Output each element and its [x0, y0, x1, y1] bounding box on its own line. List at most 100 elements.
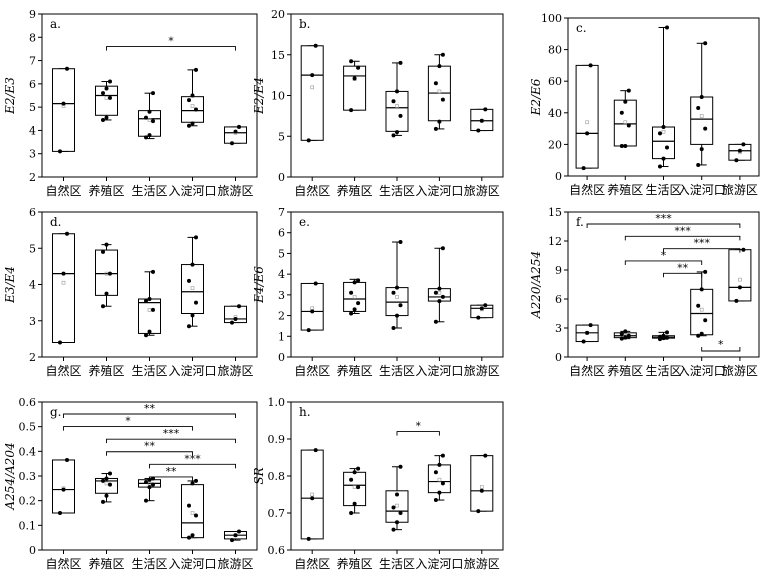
- y-axis-label: A254/A204: [3, 442, 17, 510]
- data-point: [108, 271, 112, 276]
- data-point: [194, 235, 198, 240]
- bracket-label: ***: [163, 427, 180, 440]
- bracket-line: [149, 463, 236, 469]
- x-tick-label: 旅游区: [722, 183, 758, 197]
- x-tick-label: 生活区: [379, 364, 415, 378]
- significance-bracket: *: [396, 420, 440, 436]
- data-point: [230, 320, 234, 325]
- y-tick-label: 9: [29, 8, 36, 21]
- y-tick-label: 0.3: [19, 470, 37, 483]
- y-tick-label: 5: [278, 130, 285, 143]
- box-4: [470, 107, 494, 133]
- bracket-line: [149, 476, 193, 481]
- data-point: [665, 25, 669, 30]
- mean-marker: [479, 485, 484, 489]
- data-point: [237, 529, 241, 534]
- mean-marker: [395, 104, 399, 108]
- box-0: [52, 231, 75, 345]
- data-point: [65, 457, 69, 462]
- x-tick-label: 养殖区: [337, 556, 373, 571]
- data-point: [187, 324, 191, 329]
- box-2: [385, 240, 409, 330]
- data-point: [703, 269, 708, 274]
- data-point: [479, 118, 484, 123]
- box-iqr: [138, 298, 161, 334]
- bracket-label: **: [166, 465, 178, 478]
- data-point: [699, 95, 704, 99]
- box-3: [181, 478, 204, 540]
- data-point: [658, 334, 662, 339]
- data-point: [737, 285, 742, 290]
- mean-marker: [104, 481, 109, 486]
- data-point: [58, 511, 62, 515]
- data-point: [233, 129, 238, 134]
- box-0: [300, 43, 324, 143]
- box-4: [224, 529, 247, 543]
- box-iqr: [613, 99, 637, 147]
- data-point: [101, 117, 105, 122]
- box-2: [652, 25, 675, 169]
- bracket-line: [624, 235, 741, 241]
- bracket-label: ***: [674, 224, 691, 237]
- box-iqr: [343, 281, 367, 312]
- mean-marker: [352, 295, 357, 299]
- x-tick-label: 自然区: [294, 363, 330, 378]
- mean-marker: [395, 503, 399, 508]
- data-point: [187, 278, 191, 283]
- box-iqr: [52, 459, 75, 514]
- data-point: [190, 481, 195, 486]
- significance-bracket: ***: [586, 212, 741, 228]
- box-iqr: [652, 126, 675, 160]
- y-axis-label: E3/E4: [3, 266, 17, 304]
- data-point: [233, 533, 238, 538]
- box-iqr: [343, 65, 367, 111]
- data-point: [483, 303, 488, 308]
- box-2: [138, 269, 161, 338]
- y-tick-label: 0: [555, 351, 562, 364]
- data-point: [398, 113, 403, 118]
- data-point: [349, 477, 354, 482]
- data-point: [356, 466, 361, 471]
- data-point: [623, 335, 628, 340]
- mean-marker: [310, 492, 315, 497]
- y-tick-label: 5: [29, 101, 36, 114]
- box-0: [52, 66, 75, 154]
- y-axis-label: E2/E3: [3, 77, 17, 115]
- data-point: [356, 278, 361, 283]
- data-point: [194, 513, 198, 518]
- y-tick-label: 20: [548, 138, 562, 151]
- data-point: [619, 110, 624, 115]
- data-point: [437, 299, 442, 304]
- x-tick-label: 生活区: [645, 183, 681, 197]
- x-tick-label: 入淀河口: [415, 364, 463, 378]
- x-tick-label: 入淀河口: [168, 184, 216, 198]
- data-point: [391, 505, 396, 510]
- data-point: [349, 290, 354, 295]
- y-tick-label: 7: [278, 206, 285, 219]
- data-point: [661, 156, 666, 161]
- box-iqr: [385, 90, 409, 132]
- data-point: [661, 333, 666, 338]
- box-iqr: [427, 464, 451, 494]
- data-point: [658, 164, 662, 169]
- x-tick-label: 生活区: [379, 184, 415, 198]
- box-3: [181, 235, 204, 329]
- mean-marker: [738, 277, 742, 282]
- data-point: [581, 339, 586, 344]
- box-0: [575, 63, 599, 171]
- data-point: [194, 300, 198, 305]
- panel-title: a.: [50, 17, 61, 31]
- data-point: [440, 294, 445, 299]
- significance-bracket: ***: [149, 452, 236, 469]
- mean-marker: [437, 477, 442, 482]
- data-point: [151, 119, 155, 124]
- data-point: [151, 476, 155, 481]
- data-point: [187, 98, 191, 103]
- mean-marker: [437, 89, 442, 94]
- data-point: [144, 498, 148, 503]
- x-tick-label: 生活区: [131, 557, 167, 571]
- y-tick-label: 15: [271, 49, 285, 62]
- data-point: [658, 131, 662, 136]
- y-tick-label: 6: [278, 227, 285, 240]
